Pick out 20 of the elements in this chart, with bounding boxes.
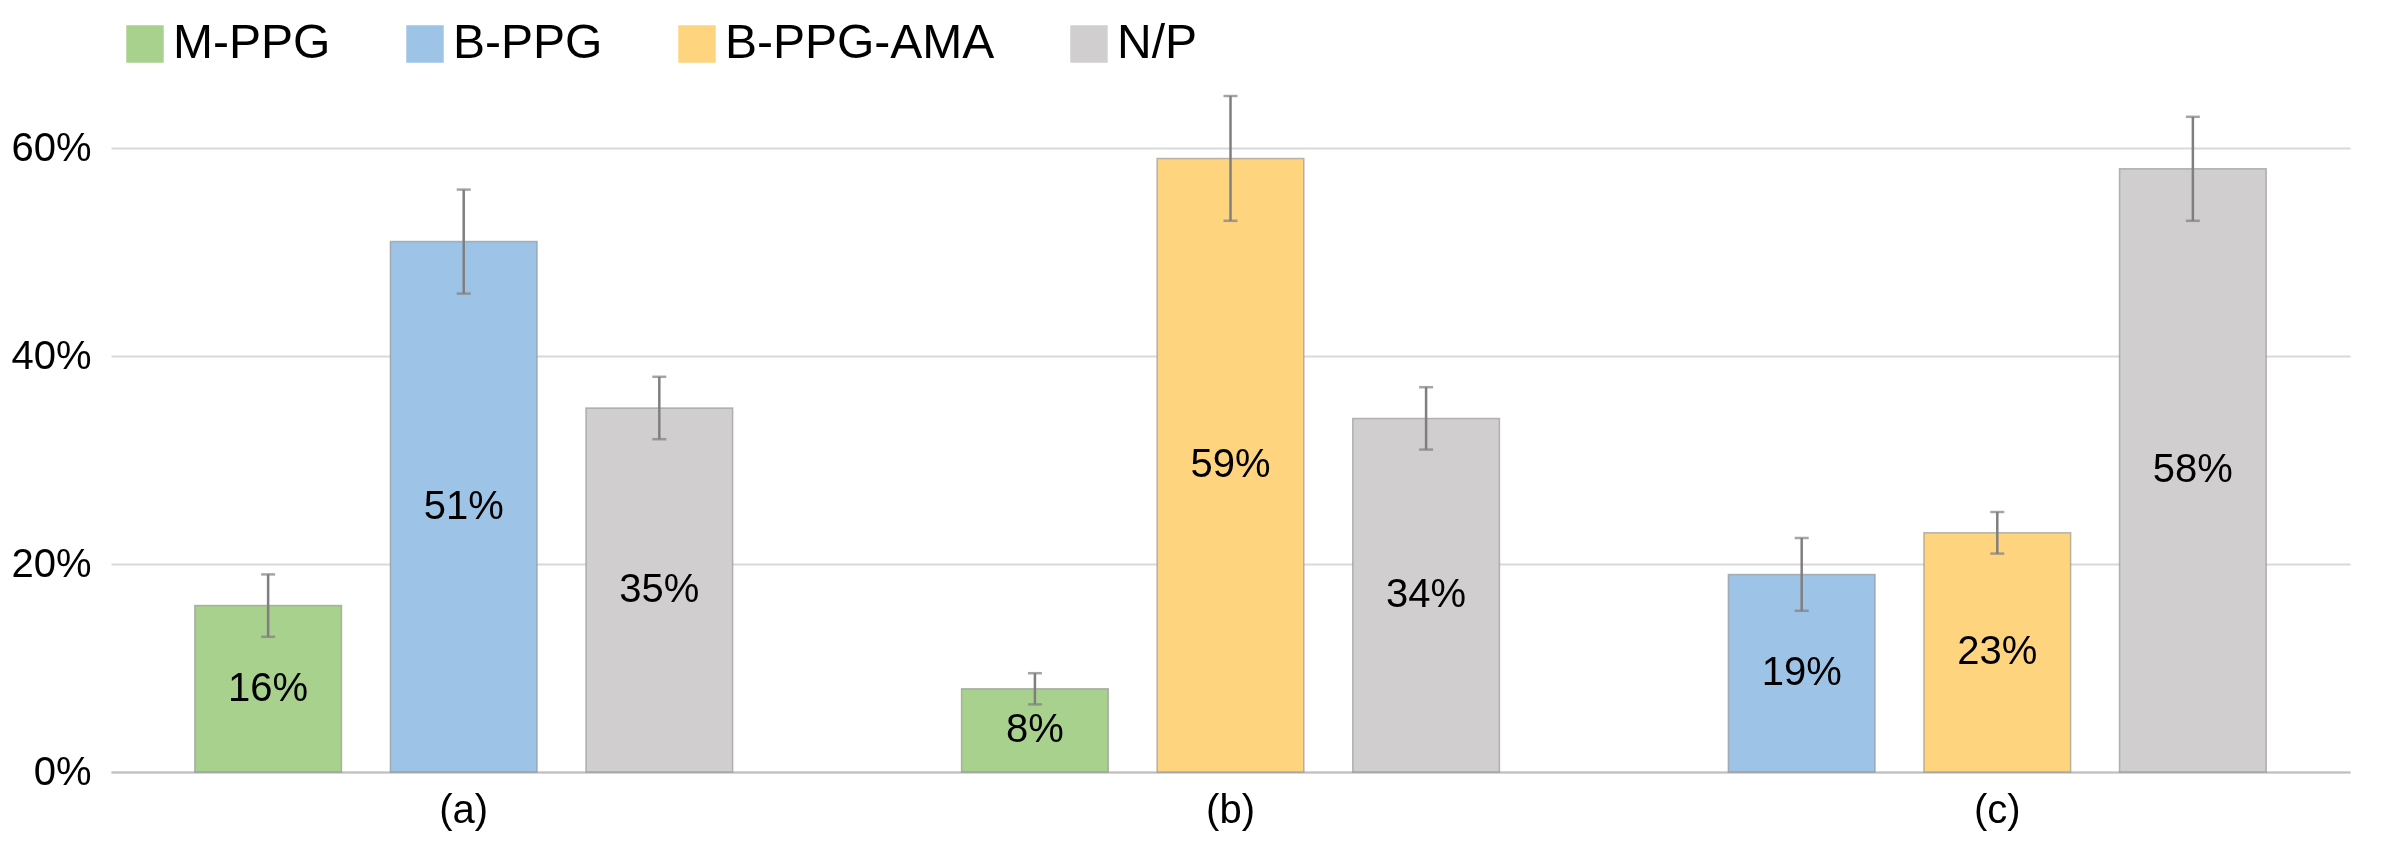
y-tick-label: 20%: [11, 540, 92, 585]
legend-label: B-PPG: [453, 15, 603, 68]
legend-label: N/P: [1117, 15, 1198, 68]
data-label: 16%: [228, 664, 309, 709]
data-label: 51%: [423, 482, 504, 527]
x-tick-label: (a): [439, 786, 489, 831]
data-label: 59%: [1190, 441, 1271, 486]
data-label: 35%: [619, 566, 700, 610]
data-label: 58%: [2152, 446, 2233, 491]
data-label: 23%: [1957, 628, 2038, 673]
y-tick-label: 60%: [11, 124, 92, 169]
data-label: 8%: [1006, 706, 1064, 751]
x-tick-label: (b): [1206, 786, 1255, 831]
x-tick-label: (c): [1973, 786, 2021, 831]
data-label: 34%: [1386, 571, 1467, 616]
y-tick-label: 40%: [11, 332, 92, 377]
y-tick-label: 0%: [33, 748, 92, 793]
data-label: 19%: [1761, 649, 1842, 694]
legend-label: M-PPG: [173, 15, 331, 68]
legend-label: B-PPG-AMA: [725, 15, 995, 68]
